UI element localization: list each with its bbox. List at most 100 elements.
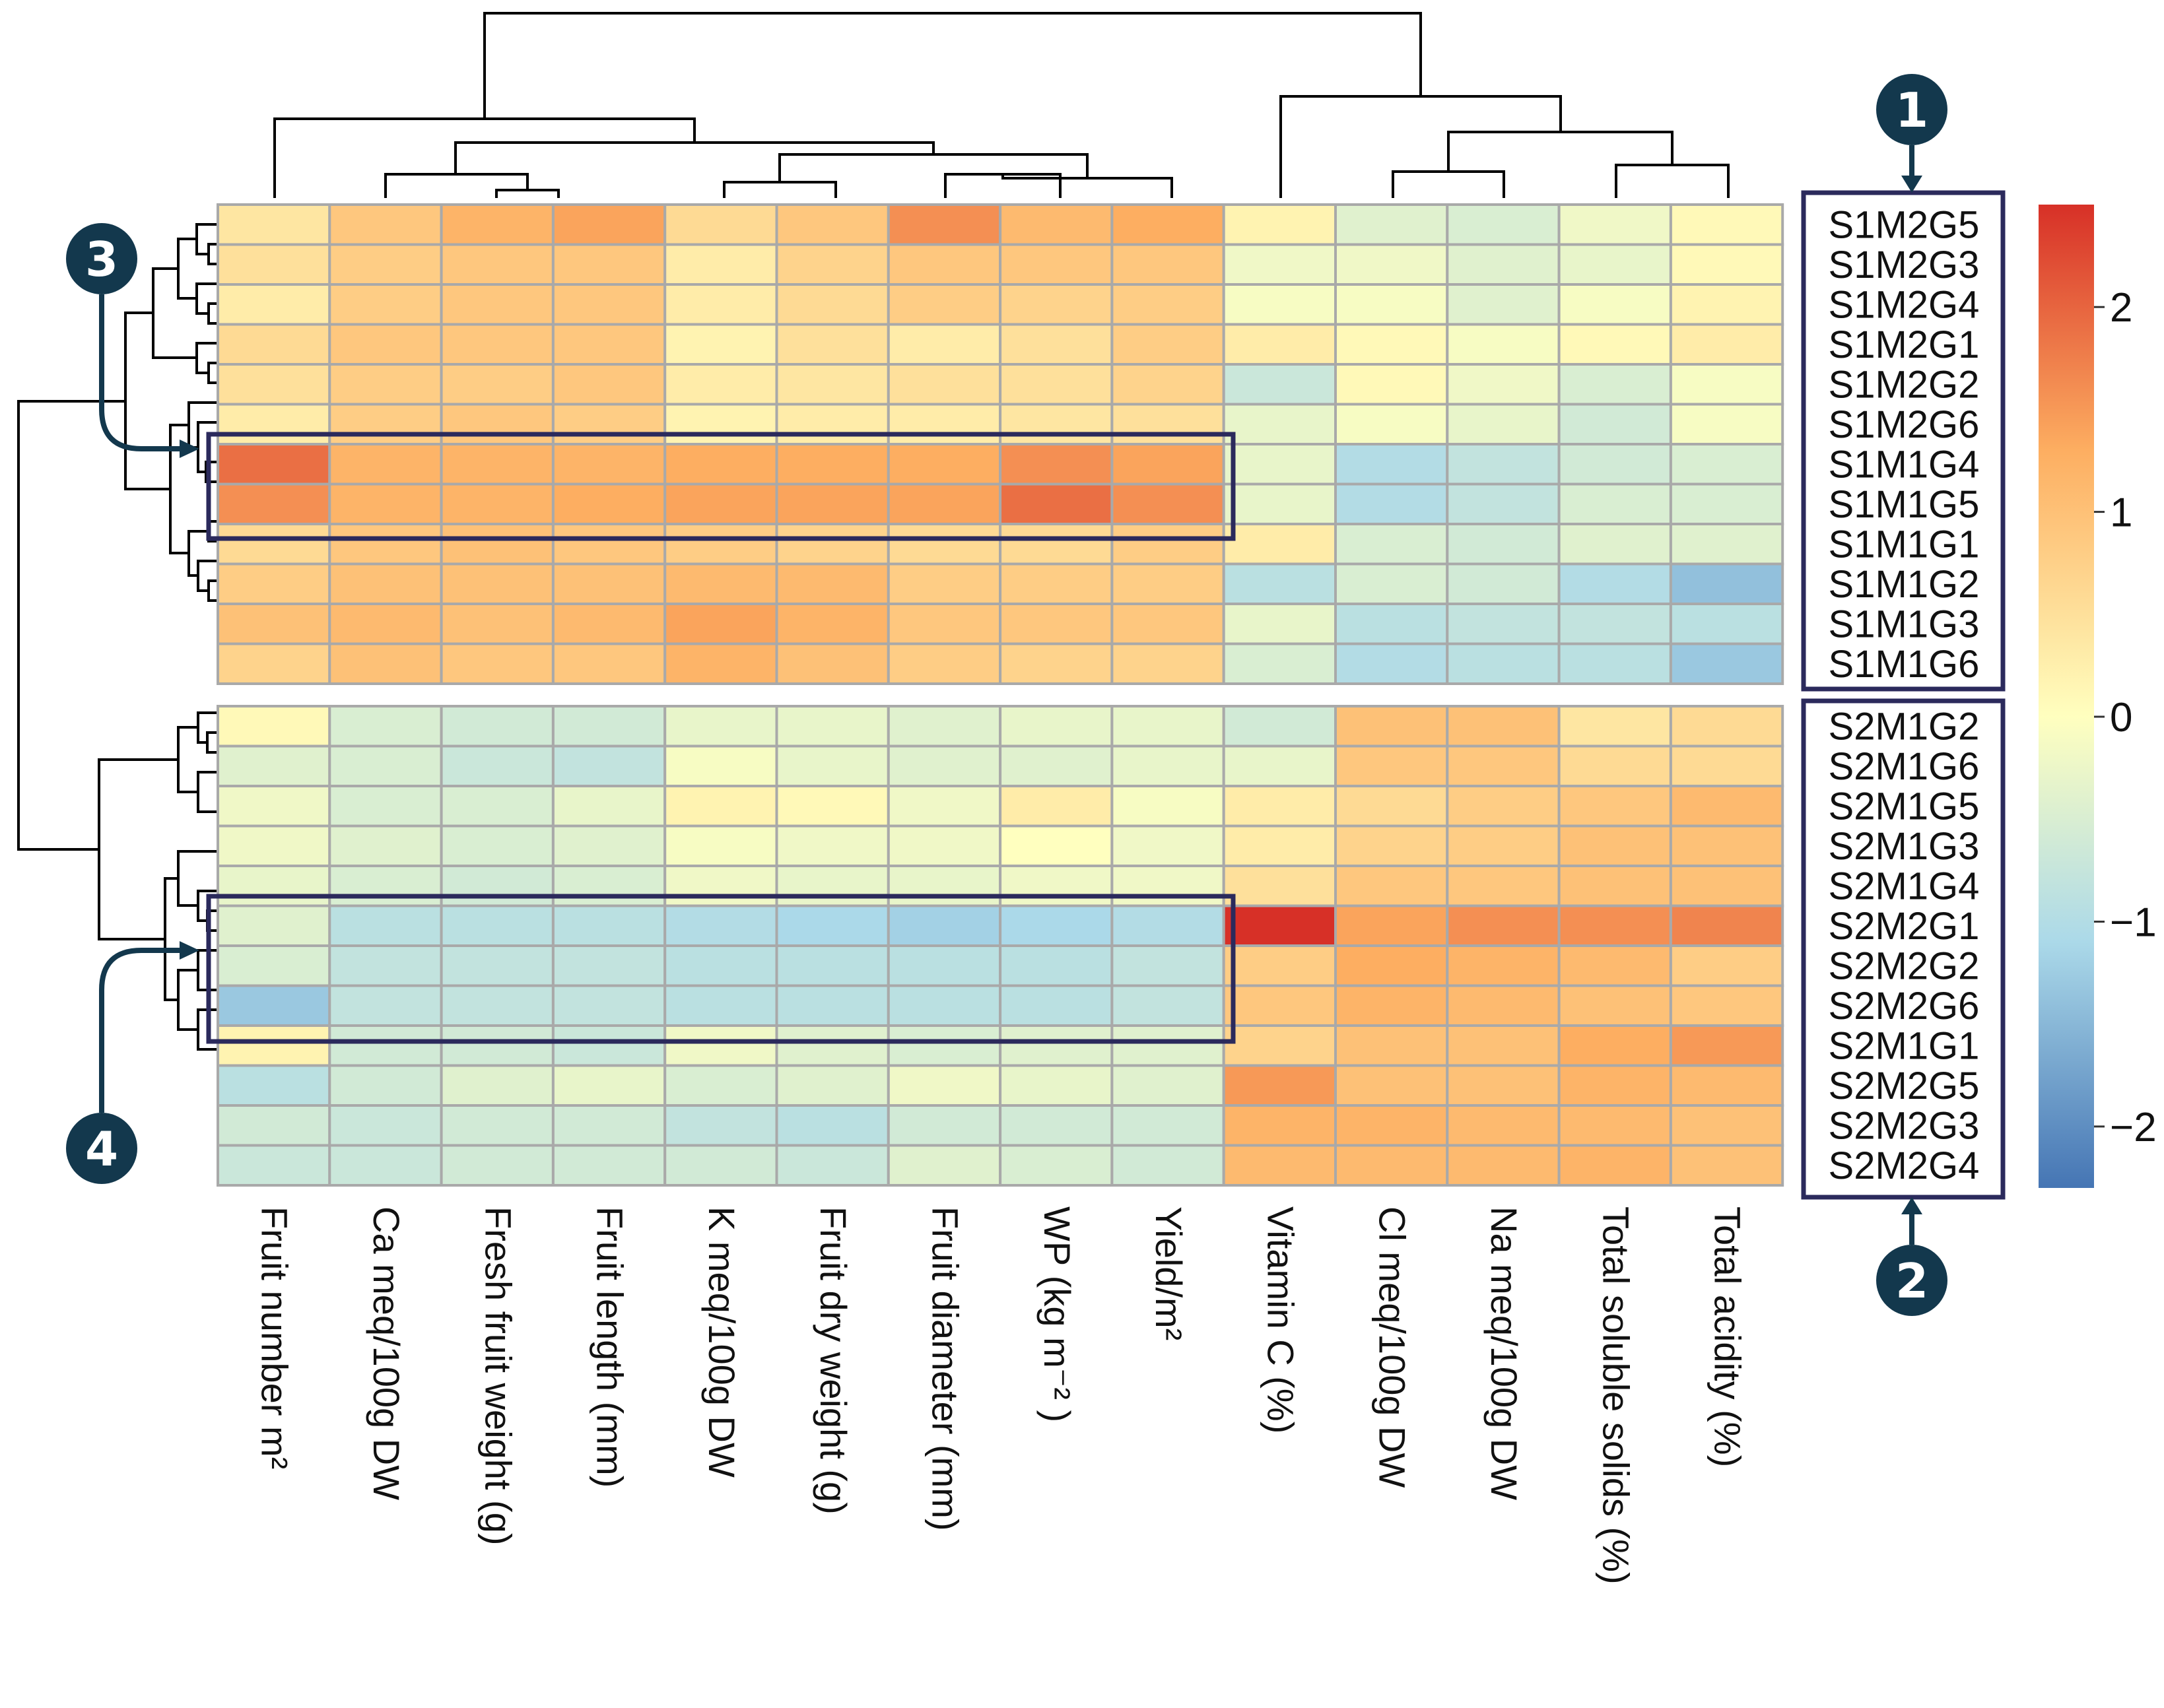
heatmap-cell	[328, 523, 443, 566]
heatmap-cell	[1222, 904, 1337, 947]
heatmap-cell	[663, 283, 778, 326]
heatmap-cell	[1669, 243, 1784, 286]
heatmap-cell	[1334, 443, 1449, 486]
heatmap-cell	[1557, 984, 1672, 1027]
heatmap-cell	[1669, 984, 1784, 1027]
heatmap-cell	[1110, 363, 1225, 406]
heatmap-cell	[663, 363, 778, 406]
heatmap-cell	[1222, 1064, 1337, 1107]
heatmap-cell	[217, 323, 331, 366]
heatmap-cell	[1446, 203, 1561, 246]
row-labels: S1M2G5S1M2G3S1M2G4S1M2G1S1M2G2S1M2G6S1M1…	[1829, 203, 1980, 1187]
heatmap-cell	[1110, 785, 1225, 828]
heatmap-cell	[663, 865, 778, 907]
row-label: S2M2G2	[1829, 944, 1980, 987]
row-label: S1M2G2	[1829, 363, 1980, 406]
heatmap-cell	[1669, 785, 1784, 828]
heatmap-cell	[1446, 865, 1561, 907]
heatmap-cell	[1110, 482, 1225, 525]
heatmap-cell	[999, 523, 1114, 566]
heatmap-cell	[775, 482, 890, 525]
heatmap-cell	[1334, 785, 1449, 828]
heatmap-cell	[887, 904, 1002, 947]
heatmap-cell	[999, 744, 1114, 787]
heatmap-cell	[887, 1104, 1002, 1147]
heatmap-cell	[551, 904, 667, 947]
heatmap-cell	[440, 1144, 555, 1187]
heatmap-cell	[217, 865, 331, 907]
heatmap-cell	[775, 1144, 890, 1187]
heatmap-cell	[328, 1104, 443, 1147]
heatmap-cell	[440, 904, 555, 947]
colorbar-tick-label: −1	[2110, 900, 2157, 946]
heatmap-cell	[1669, 403, 1784, 445]
heatmap-cell	[1110, 523, 1225, 566]
heatmap-cell	[551, 203, 667, 246]
heatmap-cell	[551, 363, 667, 406]
heatmap-cell	[1222, 283, 1337, 326]
heatmap-cell	[1334, 1064, 1449, 1107]
heatmap-cell	[1557, 904, 1672, 947]
heatmap-cell	[1334, 944, 1449, 987]
heatmap-cell	[1110, 944, 1225, 987]
heatmap-cell	[663, 1064, 778, 1107]
heatmap-cell	[440, 443, 555, 486]
heatmap-cell	[328, 443, 443, 486]
row-label: S1M2G3	[1829, 244, 1980, 286]
heatmap-cell	[217, 523, 331, 566]
heatmap-cell	[1222, 785, 1337, 828]
heatmap-cell	[1669, 944, 1784, 987]
heatmap-cell	[1334, 203, 1449, 246]
heatmap-cell	[440, 642, 555, 685]
heatmap-cell	[1334, 1104, 1449, 1147]
heatmap-cell	[1557, 243, 1672, 286]
heatmap-cell	[1557, 785, 1672, 828]
heatmap-cell	[887, 283, 1002, 326]
heatmap-cell	[217, 984, 331, 1027]
colorbar-ticks: 2 1 0 −1 −2	[2094, 285, 2157, 1150]
heatmap-cell	[1669, 562, 1784, 605]
heatmap-cell	[1446, 603, 1561, 645]
heatmap-cell	[1110, 824, 1225, 867]
heatmap-cell	[328, 865, 443, 907]
heatmap-cell	[1334, 1144, 1449, 1187]
heatmap-cell	[440, 603, 555, 645]
heatmap-cell	[1446, 283, 1561, 326]
heatmap-cell	[1334, 562, 1449, 605]
heatmap-cell	[663, 824, 778, 867]
heatmap-cell	[551, 824, 667, 867]
heatmap-cell	[1222, 1104, 1337, 1147]
heatmap-cell	[1669, 705, 1784, 748]
heatmap-cell	[1334, 283, 1449, 326]
row-group-2-label-box	[1801, 698, 2006, 1200]
heatmap-cell	[1110, 203, 1225, 246]
heatmap-cell	[663, 482, 778, 525]
heatmap-cell	[217, 482, 331, 525]
heatmap-cell	[551, 482, 667, 525]
heatmap-cell	[775, 824, 890, 867]
heatmap-cell	[663, 1104, 778, 1147]
heatmap-cell	[217, 642, 331, 685]
heatmap-cell	[999, 865, 1114, 907]
heatmap-cell	[1446, 1064, 1561, 1107]
heatmap-cell	[440, 824, 555, 867]
heatmap-cell	[663, 203, 778, 246]
heatmap-cell	[217, 403, 331, 445]
heatmap-cell	[1334, 403, 1449, 445]
heatmap-cell	[775, 1024, 890, 1067]
heatmap-cell	[551, 642, 667, 685]
heatmap-cell	[1446, 1144, 1561, 1187]
heatmap-cell	[999, 203, 1114, 246]
heatmap-cell	[887, 1064, 1002, 1107]
heatmap-cell	[775, 203, 890, 246]
heatmap-cell	[999, 1024, 1114, 1067]
heatmap-cell	[887, 642, 1002, 685]
heatmap-cell	[887, 1024, 1002, 1067]
heatmap-cell	[328, 1024, 443, 1067]
heatmap-cell	[775, 1104, 890, 1147]
heatmap-cell	[551, 984, 667, 1027]
row-label: S2M1G3	[1829, 825, 1980, 868]
heatmap-cell	[440, 785, 555, 828]
heatmap-cell	[440, 1024, 555, 1067]
heatmap-cell	[663, 523, 778, 566]
